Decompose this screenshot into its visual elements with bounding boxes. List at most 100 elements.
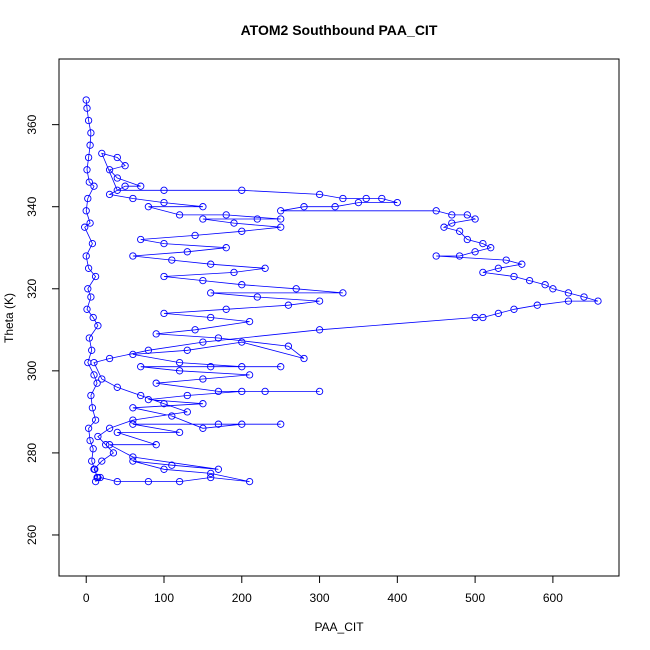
data-point [144,346,153,354]
data-point [175,367,184,375]
data-point [160,400,168,408]
data-point [207,473,215,482]
data-point [518,260,526,268]
data-point [84,424,93,432]
data-point [88,346,96,354]
data-point [284,342,293,350]
data-point [245,477,254,486]
plot-area [81,96,602,486]
data-point [455,227,464,235]
data-point [121,182,129,190]
data-point [93,379,101,387]
data-point [105,354,114,363]
data-point [175,428,184,437]
data-point [144,477,153,486]
y-tick-label: 300 [25,361,39,381]
data-point [90,182,98,190]
data-point [96,473,104,482]
data-point [137,235,145,244]
data-point [183,346,191,354]
data-point [84,285,92,293]
x-tick-label: 100 [154,591,174,605]
data-point [207,313,215,322]
data-point [183,391,191,400]
data-point [238,186,246,194]
data-point [564,297,573,305]
data-point [277,363,285,371]
data-point [121,162,129,170]
data-point [432,207,440,215]
data-point [87,293,95,301]
x-tick-label: 400 [387,591,407,605]
x-tick-label: 300 [310,591,330,605]
data-point [448,211,456,219]
data-point [207,260,215,268]
x-tick-label: 600 [543,591,563,605]
data-point [109,449,118,457]
data-point [113,186,121,194]
data-point [510,305,518,313]
data-point [238,227,246,235]
data-point [175,358,184,367]
data-point [175,211,184,219]
data-point [168,256,176,264]
data-point [463,211,471,219]
data-point [191,231,199,240]
data-point [207,363,215,371]
data-point [432,252,440,260]
data-point [160,309,168,318]
data-point [214,334,223,342]
data-point [479,268,487,277]
data-point [238,363,246,371]
data-point [129,194,137,203]
data-point [564,289,573,297]
data-point [199,215,207,223]
data-point [300,354,308,363]
data-point [214,387,223,396]
data-point [525,276,534,285]
data-point [487,244,495,252]
data-point [152,441,160,449]
data-point [85,178,93,186]
data-point [98,149,106,158]
data-point [277,223,285,231]
x-axis: 0 100 200 300 400 500 600 [83,575,563,605]
data-point [315,326,324,334]
data-point [94,432,102,441]
data-point [238,420,246,428]
data-point [533,301,541,309]
data-point [230,219,238,227]
data-point [549,285,557,293]
data-point [471,248,479,256]
data-point [238,338,246,346]
y-tick-label: 340 [25,196,39,216]
data-point [222,244,230,252]
data-point [199,400,207,408]
data-point [245,317,254,326]
data-point [129,350,137,359]
data-point [94,322,102,330]
data-point [152,330,160,338]
data-point [137,391,145,400]
data-point [339,194,347,203]
x-tick-label: 500 [465,591,485,605]
data-point [86,436,94,445]
data-point [87,391,95,400]
data-point [129,416,137,424]
y-tick-label: 260 [25,525,39,545]
data-point [105,166,114,174]
x-axis-label: PAA_CIT [314,620,364,634]
data-point [175,477,184,486]
data-point [82,207,90,215]
data-point [331,203,339,211]
data-point [113,174,121,182]
data-point [105,424,114,432]
data-point [88,239,97,248]
data-point [277,215,285,223]
data-point [494,264,503,272]
data-point [214,465,223,473]
data-point [105,441,114,449]
data-point [238,281,246,289]
data-point [292,285,300,293]
